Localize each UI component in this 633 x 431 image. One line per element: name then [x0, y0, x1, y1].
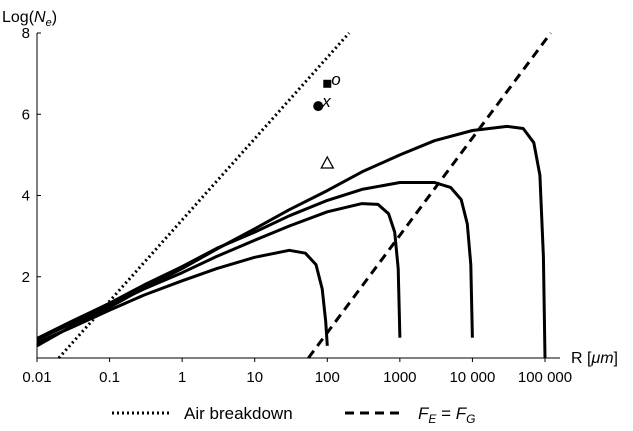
y-axis-title: Log(Ne) [2, 9, 57, 29]
y-tick-label: 8 [22, 25, 30, 42]
marker-layer: ox [313, 70, 341, 169]
marker-circle [313, 101, 324, 112]
x-axis-title: R [μm] [571, 350, 618, 367]
marker-label: o [331, 70, 340, 89]
marker-label: x [321, 92, 331, 111]
marker-square [323, 79, 332, 88]
x-ticks: 0.01 0.1 1 10 100 1000 10 000 100 000 [22, 358, 572, 386]
series-line-solid-2 [36, 248, 329, 346]
x-tick-label: 0.1 [99, 369, 120, 386]
x-tick-label: 0.01 [22, 369, 51, 386]
x-tick-label: 1 [178, 369, 186, 386]
series-line-dashed [307, 32, 552, 359]
marker-triangle [320, 155, 335, 169]
x-tick-label: 100 [315, 369, 340, 386]
legend-label-air-breakdown: Air breakdown [184, 404, 293, 423]
x-tick-label: 10 [246, 369, 263, 386]
legend-label-fe-fg: FE = FG [418, 404, 476, 426]
legend: Air breakdown FE = FG [112, 404, 476, 426]
y-tick-label: 4 [22, 188, 30, 205]
x-tick-label: 100 000 [518, 369, 572, 386]
series-line-solid-4 [36, 181, 474, 340]
x-tick-label: 10 000 [449, 369, 495, 386]
series-layer [36, 32, 552, 359]
x-tick-label: 1000 [383, 369, 416, 386]
y-tick-label: 6 [22, 106, 30, 123]
y-tick-label: 2 [22, 269, 30, 286]
y-ticks: 2 4 6 8 [22, 25, 41, 286]
series-line-solid-5 [36, 124, 547, 359]
